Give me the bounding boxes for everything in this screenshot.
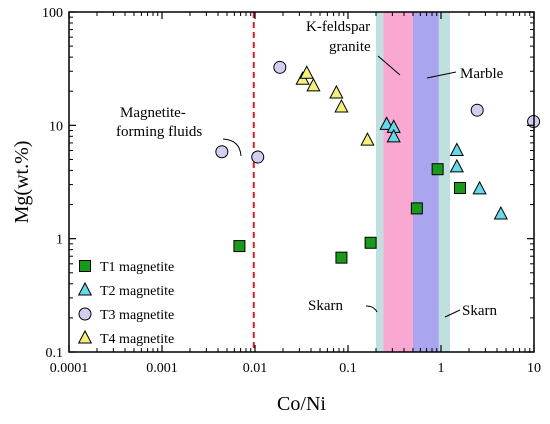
point-series-1: [233, 240, 246, 253]
point-series-2: [379, 116, 394, 130]
annotation-skarn-right: Skarn: [462, 303, 497, 319]
point-series-4: [299, 65, 314, 79]
y-tick-label: 0.1: [46, 346, 64, 361]
x-tick-label: 10: [527, 361, 541, 376]
legend-marker-t2: [77, 281, 93, 296]
x-tick-label: 0.0001: [50, 361, 89, 376]
y-tick-label: 100: [42, 6, 63, 21]
y-tick-label: 10: [49, 119, 63, 134]
point-series-2: [449, 142, 464, 156]
axis-ticks: 0.0001 0.001 0.01 0.1 1 10 0.1 1 10 100: [42, 6, 541, 376]
point-series-2: [449, 158, 464, 173]
legend-label-t4: T4 magnetite: [100, 332, 174, 347]
x-tick-label: 1: [438, 361, 445, 376]
leader-k-feldspar: [377, 55, 401, 76]
annotation-marble: Marble: [460, 66, 504, 82]
point-series-4: [306, 77, 321, 92]
legend-marker-t1: [79, 260, 91, 272]
legend-symbol: [79, 260, 91, 272]
point-series-3: [273, 60, 287, 74]
plot-frame: [68, 11, 535, 353]
legend-marker-t4: [77, 329, 93, 344]
leader-skarn-left: [365, 305, 378, 313]
legend-symbol: [77, 329, 93, 344]
point-series-1: [431, 163, 444, 176]
x-tick-label: 0.001: [146, 361, 178, 376]
point-series-1: [410, 202, 423, 215]
point-series-4: [360, 132, 375, 146]
legend-symbol: [78, 307, 92, 321]
region-bands: [375, 12, 451, 352]
point-series-3: [470, 103, 484, 117]
point-series-1: [453, 181, 466, 194]
point-series-3: [215, 145, 229, 159]
legend-label-t3: T3 magnetite: [100, 308, 174, 323]
point-series-1: [364, 236, 377, 249]
annotation-k-feldspar-granite-line2: granite: [329, 39, 371, 55]
band-0: [375, 12, 384, 352]
x-axis-title: Co/Ni: [277, 393, 326, 415]
point-series-2: [493, 205, 508, 220]
point-series-2: [386, 128, 401, 143]
annotation-leader-lines: [222, 55, 461, 318]
point-series-4: [334, 98, 349, 113]
band-3: [438, 12, 451, 352]
x-tick-label: 0.01: [243, 361, 268, 376]
y-axis-title: Mg(wt.%): [11, 141, 33, 224]
legend-label-t2: T2 magnetite: [100, 284, 174, 299]
leader-marble: [426, 71, 457, 79]
data-points: [215, 60, 541, 264]
point-series-2: [472, 180, 487, 195]
band-1: [383, 12, 414, 352]
y-tick-label: 1: [56, 233, 63, 248]
x-tick-label: 0.1: [339, 361, 357, 376]
annotation-k-feldspar-granite: K-feldspar: [306, 19, 370, 35]
annotation-magnetite-fluids: Magnetite-: [120, 105, 186, 121]
leader-skarn-right: [444, 309, 461, 318]
legend-label-t1: T1 magnetite: [100, 260, 174, 275]
legend-symbol: [77, 281, 93, 296]
point-series-4: [329, 84, 344, 99]
annotation-magnetite-fluids-line2: forming fluids: [116, 124, 202, 140]
point-series-3: [251, 150, 265, 164]
legend-marker-t3: [78, 307, 92, 321]
point-series-1: [335, 251, 348, 264]
legend: T1 magnetite T2 magnetite T3 magnetite T…: [77, 260, 174, 347]
leader-fluids: [222, 138, 242, 157]
band-2: [413, 12, 439, 352]
annotation-skarn-left: Skarn: [308, 298, 343, 314]
